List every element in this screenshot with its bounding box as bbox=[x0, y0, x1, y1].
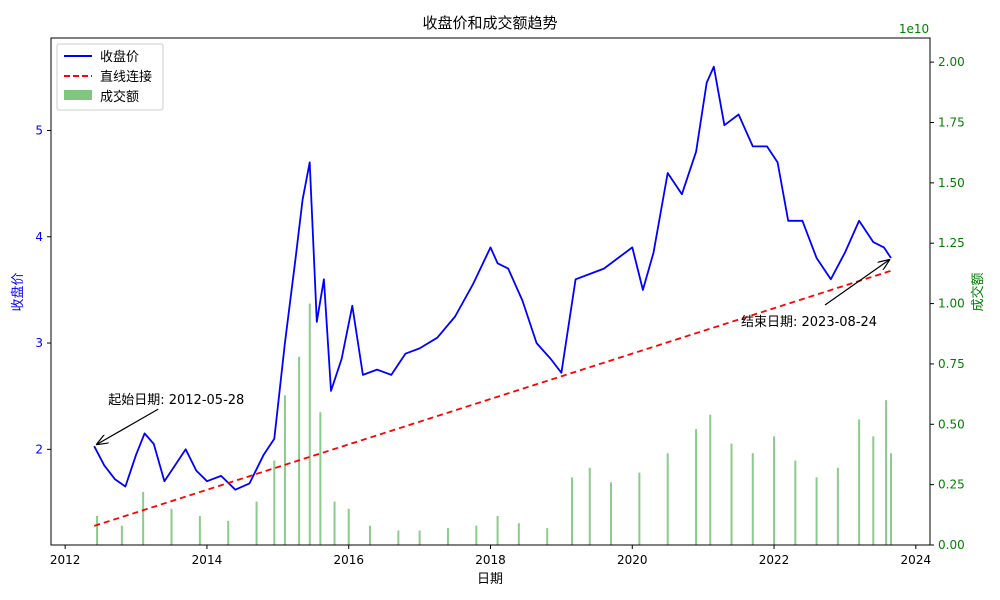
volume-bar bbox=[836, 467, 839, 545]
y-axis-left: 2 3 4 5 bbox=[35, 123, 51, 456]
volume-bar bbox=[96, 516, 99, 545]
x-axis-label: 日期 bbox=[477, 572, 503, 587]
volume-bar bbox=[418, 530, 421, 545]
y-right-tick-label: 0.25 bbox=[938, 478, 965, 492]
y-axis-right: 0.00 0.25 0.50 0.75 1.00 1.25 1.50 1.75 2.00 bbox=[930, 55, 965, 552]
y-left-tick-label: 5 bbox=[35, 123, 43, 137]
legend: 收盘价 直线连接 成交额 bbox=[56, 43, 164, 111]
y-right-tick-label: 1.50 bbox=[938, 176, 965, 190]
legend-label-volume: 成交额 bbox=[100, 89, 139, 105]
y-right-tick-label: 0.00 bbox=[938, 538, 965, 552]
volume-bar bbox=[730, 443, 733, 545]
volume-bar bbox=[890, 453, 893, 545]
volume-bar bbox=[227, 520, 230, 545]
volume-bar bbox=[283, 395, 286, 545]
volume-bar bbox=[517, 523, 520, 545]
volume-bar bbox=[333, 501, 336, 545]
y-right-tick-label: 1.25 bbox=[938, 236, 965, 250]
volume-bar bbox=[319, 412, 322, 545]
y-right-tick-label: 1.00 bbox=[938, 297, 965, 311]
x-tick-label: 2014 bbox=[192, 553, 223, 567]
y-right-tick-label: 1.75 bbox=[938, 116, 965, 130]
end-annotation-arrow bbox=[824, 260, 889, 306]
chart-title: 收盘价和成交额趋势 bbox=[422, 14, 557, 32]
volume-bar bbox=[794, 460, 797, 545]
volume-bars bbox=[96, 303, 893, 545]
volume-bar bbox=[571, 477, 574, 545]
volume-bar bbox=[475, 525, 478, 545]
volume-bar bbox=[496, 516, 499, 545]
legend-label-close: 收盘价 bbox=[100, 49, 139, 65]
volume-bar bbox=[610, 482, 613, 545]
y-right-tick-label: 0.75 bbox=[938, 357, 965, 371]
volume-bar bbox=[347, 508, 350, 545]
volume-bar bbox=[170, 508, 173, 545]
plot-frame bbox=[50, 37, 931, 546]
start-annotation-arrow bbox=[97, 408, 159, 444]
volume-bar bbox=[198, 516, 201, 545]
volume-bar bbox=[666, 453, 669, 545]
annotations: 起始日期: 2012-05-28 结束日期: 2023-08-24 bbox=[97, 260, 889, 444]
x-tick-label: 2024 bbox=[901, 553, 932, 567]
volume-bar bbox=[142, 491, 145, 545]
close-price-line bbox=[93, 65, 892, 491]
y-right-tick-label: 2.00 bbox=[938, 55, 965, 69]
legend-label-trend: 直线连接 bbox=[100, 69, 152, 85]
series-lines bbox=[93, 65, 892, 527]
volume-bar bbox=[885, 400, 888, 545]
y-right-tick-label: 0.50 bbox=[938, 417, 965, 431]
y-left-tick-label: 4 bbox=[35, 230, 43, 244]
volume-bar bbox=[273, 460, 276, 545]
volume-bar bbox=[858, 419, 861, 545]
volume-bar bbox=[638, 472, 641, 545]
y-axis-right-label: 成交额 bbox=[970, 272, 986, 311]
y-left-tick-label: 2 bbox=[35, 442, 43, 456]
x-tick-label: 2018 bbox=[475, 553, 506, 567]
volume-bar bbox=[120, 525, 123, 545]
volume-bar bbox=[751, 453, 754, 545]
x-axis: 2012 2014 2016 2018 2020 2022 2024 bbox=[50, 545, 931, 567]
legend-swatch-volume bbox=[64, 90, 92, 100]
x-tick-label: 2022 bbox=[759, 553, 790, 567]
volume-bar bbox=[709, 414, 712, 545]
y-left-tick-label: 3 bbox=[35, 336, 43, 350]
right-axis-exponent: 1e10 bbox=[899, 22, 929, 36]
y-axis-left-label: 收盘价 bbox=[10, 272, 26, 311]
volume-bar bbox=[397, 530, 400, 545]
volume-bar bbox=[308, 303, 311, 545]
volume-bar bbox=[446, 528, 449, 545]
volume-bar bbox=[872, 436, 875, 545]
volume-bar bbox=[368, 525, 371, 545]
volume-bar bbox=[588, 467, 591, 545]
volume-bar bbox=[773, 436, 776, 545]
start-annotation-text: 起始日期: 2012-05-28 bbox=[108, 393, 244, 408]
volume-bar bbox=[255, 501, 258, 545]
volume-bar bbox=[546, 528, 549, 545]
volume-bar bbox=[298, 356, 301, 545]
x-tick-label: 2020 bbox=[617, 553, 648, 567]
volume-bar bbox=[695, 429, 698, 545]
volume-bar bbox=[815, 477, 818, 545]
x-tick-label: 2012 bbox=[50, 553, 81, 567]
end-annotation-text: 结束日期: 2023-08-24 bbox=[741, 315, 877, 330]
x-tick-label: 2016 bbox=[333, 553, 364, 567]
